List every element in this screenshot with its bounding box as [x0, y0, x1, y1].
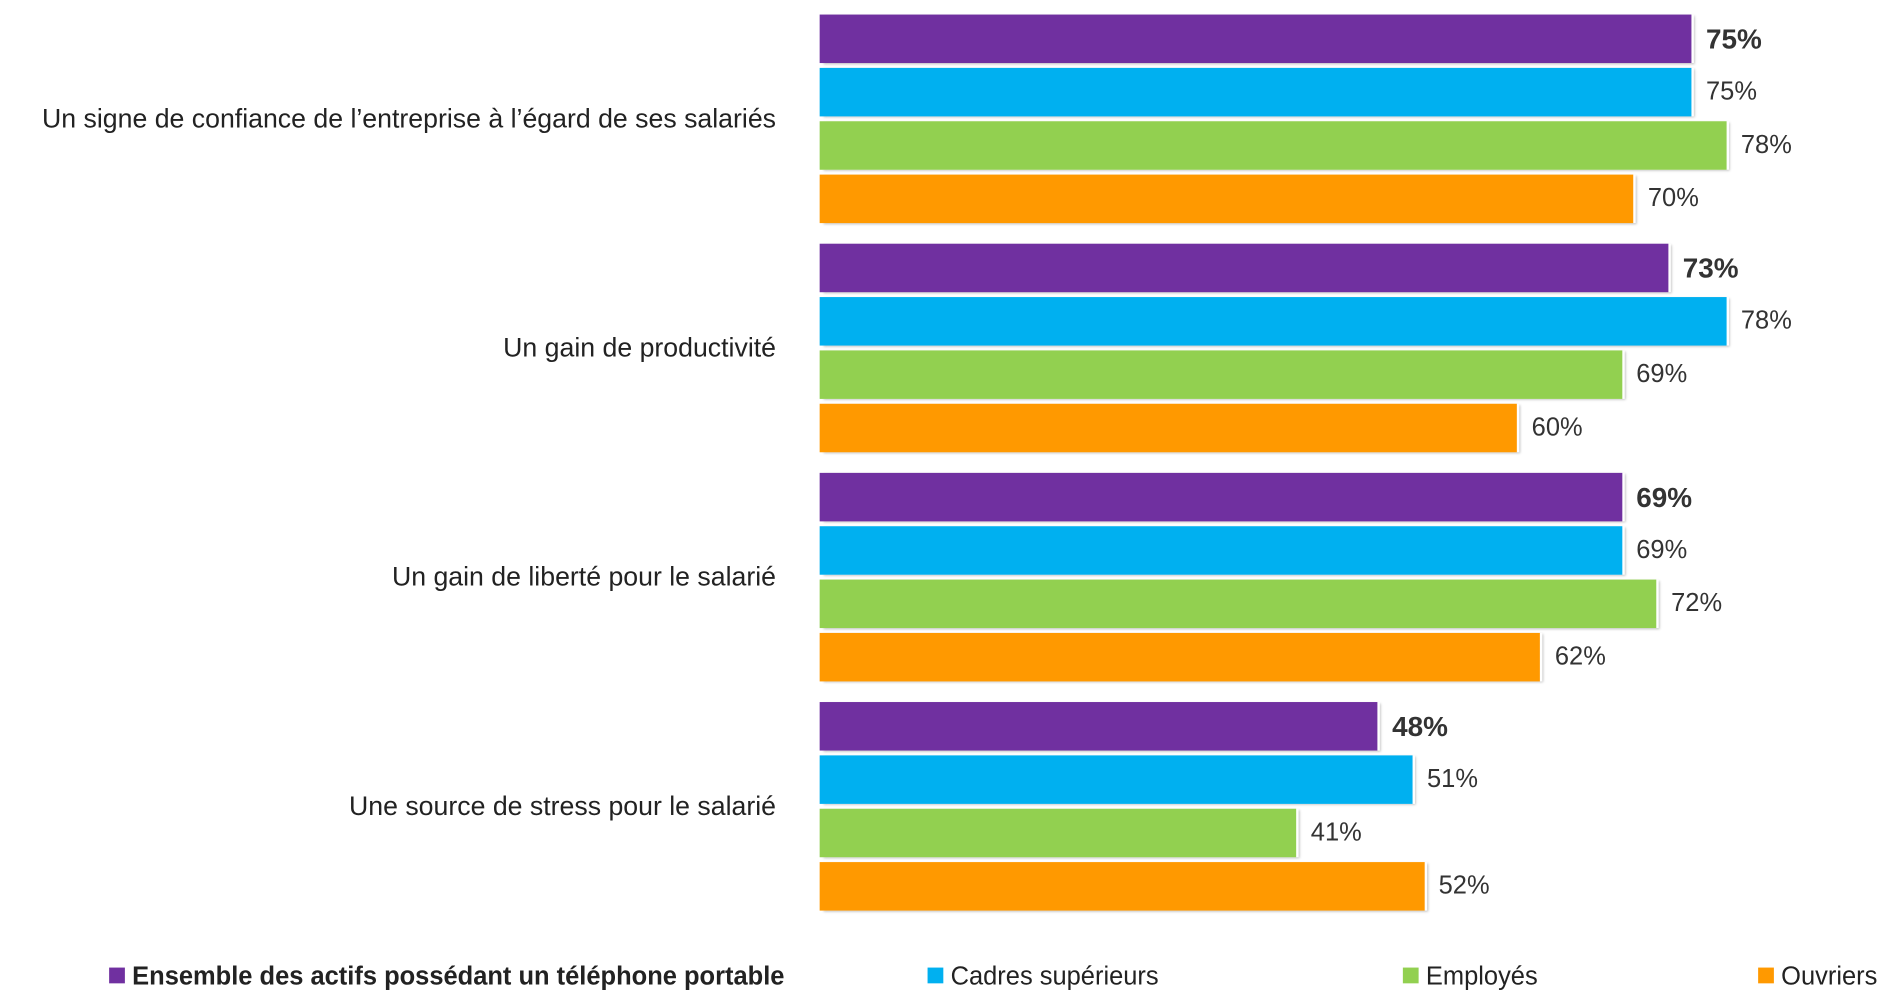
- legend-item: Ouvriers: [1758, 962, 1877, 993]
- legend-item: Employés: [1402, 962, 1538, 993]
- category-text: Un signe de confiance de l’entreprise à …: [42, 103, 776, 134]
- bar: [819, 350, 1622, 399]
- value-label: 69%: [1636, 535, 1688, 564]
- value-label: 60%: [1531, 413, 1583, 442]
- category-label: Un gain de liberté pour le salarié: [0, 557, 776, 598]
- legend-swatch: [1402, 967, 1419, 984]
- category-label: Un gain de productivité: [0, 327, 776, 368]
- legend-label: Ensemble des actifs possédant un télépho…: [132, 962, 785, 991]
- category-text: Un gain de liberté pour le salarié: [391, 561, 776, 592]
- bar: [819, 755, 1413, 804]
- value-label: 70%: [1647, 184, 1699, 213]
- bar: [819, 403, 1518, 453]
- value-label: 78%: [1740, 130, 1792, 159]
- bar: [819, 14, 1692, 64]
- bar: [819, 67, 1692, 117]
- legend-item: Cadres supérieurs: [927, 962, 1159, 993]
- value-label: 69%: [1636, 360, 1688, 388]
- value-label: 48%: [1392, 710, 1448, 743]
- category-label: Un signe de confiance de l’entreprise à …: [0, 98, 776, 139]
- value-label: 62%: [1554, 642, 1606, 671]
- bar: [819, 808, 1297, 858]
- legend-swatch: [109, 967, 125, 984]
- value-label: 72%: [1671, 589, 1723, 618]
- bar: [819, 174, 1634, 224]
- bar: [819, 243, 1669, 293]
- value-label: 73%: [1682, 252, 1739, 284]
- bar: [819, 632, 1541, 682]
- category-text: Une source de stress pour le salarié: [348, 790, 776, 821]
- bar: [819, 472, 1622, 522]
- bar: [819, 121, 1727, 170]
- legend-item: Ensemble des actifs possédant un télépho…: [109, 962, 784, 993]
- legend-label: Employés: [1425, 962, 1538, 991]
- bar: [819, 862, 1425, 911]
- legend-swatch: [1758, 967, 1774, 984]
- value-label: 75%: [1706, 77, 1757, 106]
- bar: [819, 702, 1378, 751]
- legend-label: Ouvriers: [1781, 962, 1878, 991]
- value-label: 69%: [1636, 481, 1693, 513]
- value-label: 78%: [1740, 306, 1792, 335]
- category-text: Un gain de productivité: [503, 332, 776, 363]
- value-label: 52%: [1438, 871, 1490, 900]
- bar: [819, 526, 1622, 575]
- value-label: 51%: [1427, 765, 1478, 793]
- value-label: 41%: [1310, 818, 1362, 847]
- legend-swatch: [927, 967, 944, 984]
- value-label: 75%: [1706, 23, 1762, 55]
- bar: [819, 297, 1727, 346]
- bar: [819, 579, 1657, 629]
- category-label: Une source de stress pour le salarié: [0, 786, 776, 827]
- legend-label: Cadres supérieurs: [950, 962, 1159, 991]
